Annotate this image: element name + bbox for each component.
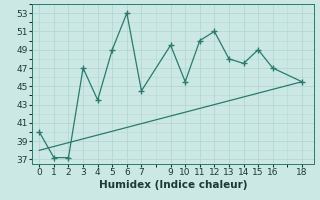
X-axis label: Humidex (Indice chaleur): Humidex (Indice chaleur) <box>99 180 247 190</box>
